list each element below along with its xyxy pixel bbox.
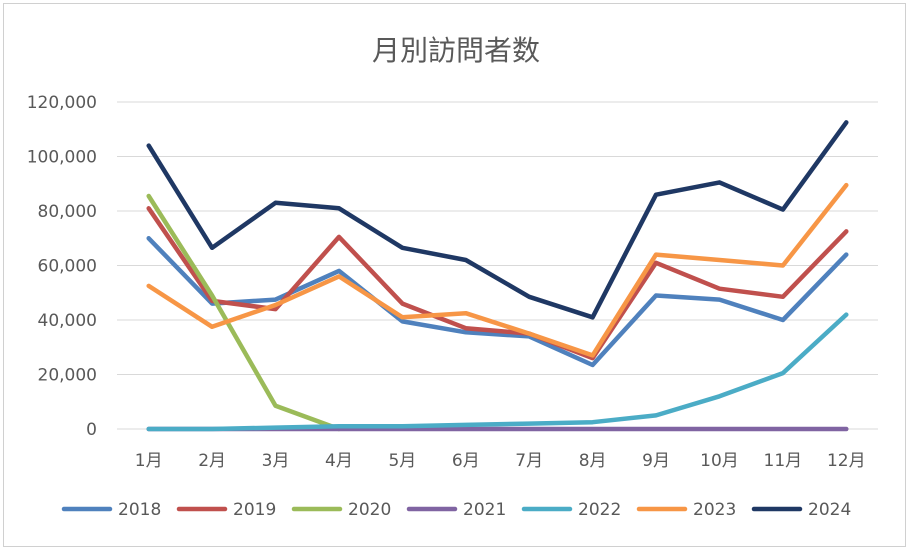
x-tick-label: 10月 (700, 451, 739, 471)
series-line-2023 (146, 182, 849, 358)
x-tick-label: 4月 (325, 451, 353, 471)
x-tick-label: 7月 (515, 451, 543, 471)
y-tick-label: 20,000 (38, 366, 97, 386)
y-tick-label: 40,000 (38, 311, 97, 331)
series-line-2020 (146, 193, 342, 432)
legend-label-2023: 2023 (693, 500, 736, 520)
x-tick-label: 12月 (827, 451, 866, 471)
chart-frame (3, 3, 906, 547)
y-axis-ticks: 0 20,000 40,000 60,000 80,000 100,000 120,000 (27, 93, 97, 440)
y-tick-label: 60,000 (38, 257, 97, 277)
y-tick-label: 80,000 (38, 202, 97, 222)
x-tick-label: 9月 (642, 451, 670, 471)
x-tick-label: 11月 (764, 451, 803, 471)
legend-label-2020: 2020 (348, 500, 391, 520)
series-line-2022 (146, 312, 849, 432)
series-line-2018 (146, 236, 849, 368)
x-tick-label: 2月 (198, 451, 226, 471)
x-tick-label: 8月 (579, 451, 607, 471)
legend: 2018 2019 2020 2021 2022 2023 2024 (61, 500, 851, 520)
legend-label-2024: 2024 (808, 500, 851, 520)
legend-label-2022: 2022 (578, 500, 621, 520)
y-tick-label: 120,000 (27, 93, 97, 113)
x-tick-label: 1月 (135, 451, 163, 471)
chart-title: 月別訪問者数 (372, 34, 540, 67)
series-lines (146, 120, 849, 432)
y-tick-label: 100,000 (27, 148, 97, 168)
x-tick-label: 3月 (262, 451, 290, 471)
y-tick-label: 0 (86, 420, 97, 440)
x-tick-label: 5月 (388, 451, 416, 471)
legend-label-2018: 2018 (118, 500, 161, 520)
x-tick-label: 6月 (452, 451, 480, 471)
legend-label-2021: 2021 (463, 500, 506, 520)
x-axis-ticks: 1月 2月 3月 4月 5月 6月 7月 8月 9月 10月 11月 12月 (135, 451, 866, 471)
series-line-2024 (146, 120, 849, 320)
legend-label-2019: 2019 (233, 500, 276, 520)
